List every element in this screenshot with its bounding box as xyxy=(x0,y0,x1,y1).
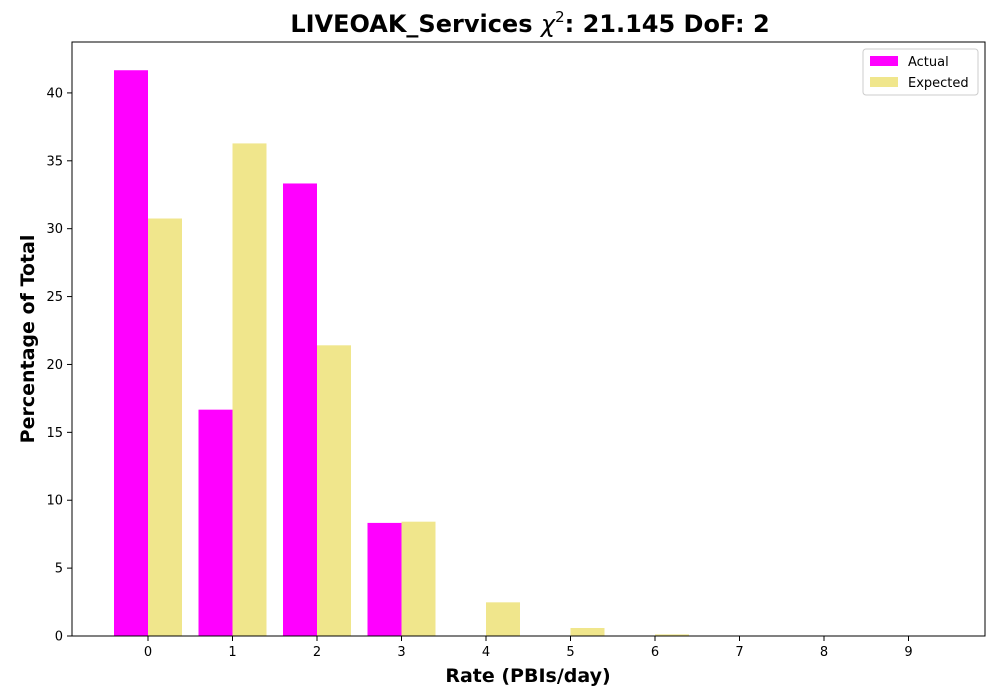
bars-layer xyxy=(114,70,774,637)
legend: Actual Expected xyxy=(862,48,979,96)
y-tick-label-15: 15 xyxy=(46,426,63,441)
x-tick-label-3: 3 xyxy=(397,645,405,660)
x-tick-label-2: 2 xyxy=(313,645,321,660)
chart-title-suffix: : 21.145 DoF: 2 xyxy=(565,10,770,38)
bar-expected-4 xyxy=(486,602,520,636)
x-axis-label: Rate (PBIs/day) xyxy=(445,665,610,687)
x-tick-label-9: 9 xyxy=(904,645,912,660)
x-tick-label-0: 0 xyxy=(144,645,152,660)
y-tick-label-10: 10 xyxy=(46,494,63,509)
y-tick-label-25: 25 xyxy=(46,290,63,305)
x-tick-label-7: 7 xyxy=(735,645,743,660)
bar-actual-3 xyxy=(367,522,402,636)
legend-swatch-actual xyxy=(870,56,898,66)
chart-title-prefix: LIVEOAK_Services xyxy=(290,10,541,38)
bar-expected-6 xyxy=(655,634,689,636)
bar-expected-0 xyxy=(148,218,182,636)
bar-actual-0 xyxy=(114,70,148,636)
x-tick-label-6: 6 xyxy=(651,645,659,660)
legend-label-expected: Expected xyxy=(908,76,969,91)
plot-area-frame xyxy=(71,41,986,637)
legend-swatch-expected xyxy=(870,77,898,87)
chart-title-chi-symbol: χ xyxy=(539,10,556,38)
y-tick-label-5: 5 xyxy=(55,562,63,577)
bar-actual-2 xyxy=(283,183,317,637)
bar-expected-1 xyxy=(232,143,267,636)
ticks-layer: 0 1 2 3 4 5 6 7 8 9 0 5 10 15 20 25 30 35 40 xyxy=(46,86,912,660)
y-tick-label-40: 40 xyxy=(46,86,63,101)
bar-expected-5 xyxy=(570,627,605,636)
chart-title: LIVEOAK_Services χ2: 21.145 DoF: 2 xyxy=(290,8,769,38)
x-tick-label-1: 1 xyxy=(228,645,236,660)
x-tick-label-4: 4 xyxy=(482,645,490,660)
y-axis-label: Percentage of Total xyxy=(17,235,39,444)
y-tick-label-0: 0 xyxy=(55,630,63,645)
chart-title-chi-exponent: 2 xyxy=(555,8,565,26)
bar-expected-2 xyxy=(317,345,351,636)
bar-actual-1 xyxy=(198,409,233,636)
y-tick-label-35: 35 xyxy=(46,154,63,169)
x-tick-label-8: 8 xyxy=(820,645,828,660)
x-tick-label-5: 5 xyxy=(566,645,574,660)
y-tick-label-20: 20 xyxy=(46,358,63,373)
legend-label-actual: Actual xyxy=(908,55,949,70)
y-tick-label-30: 30 xyxy=(46,222,63,237)
bar-expected-3 xyxy=(401,521,436,636)
